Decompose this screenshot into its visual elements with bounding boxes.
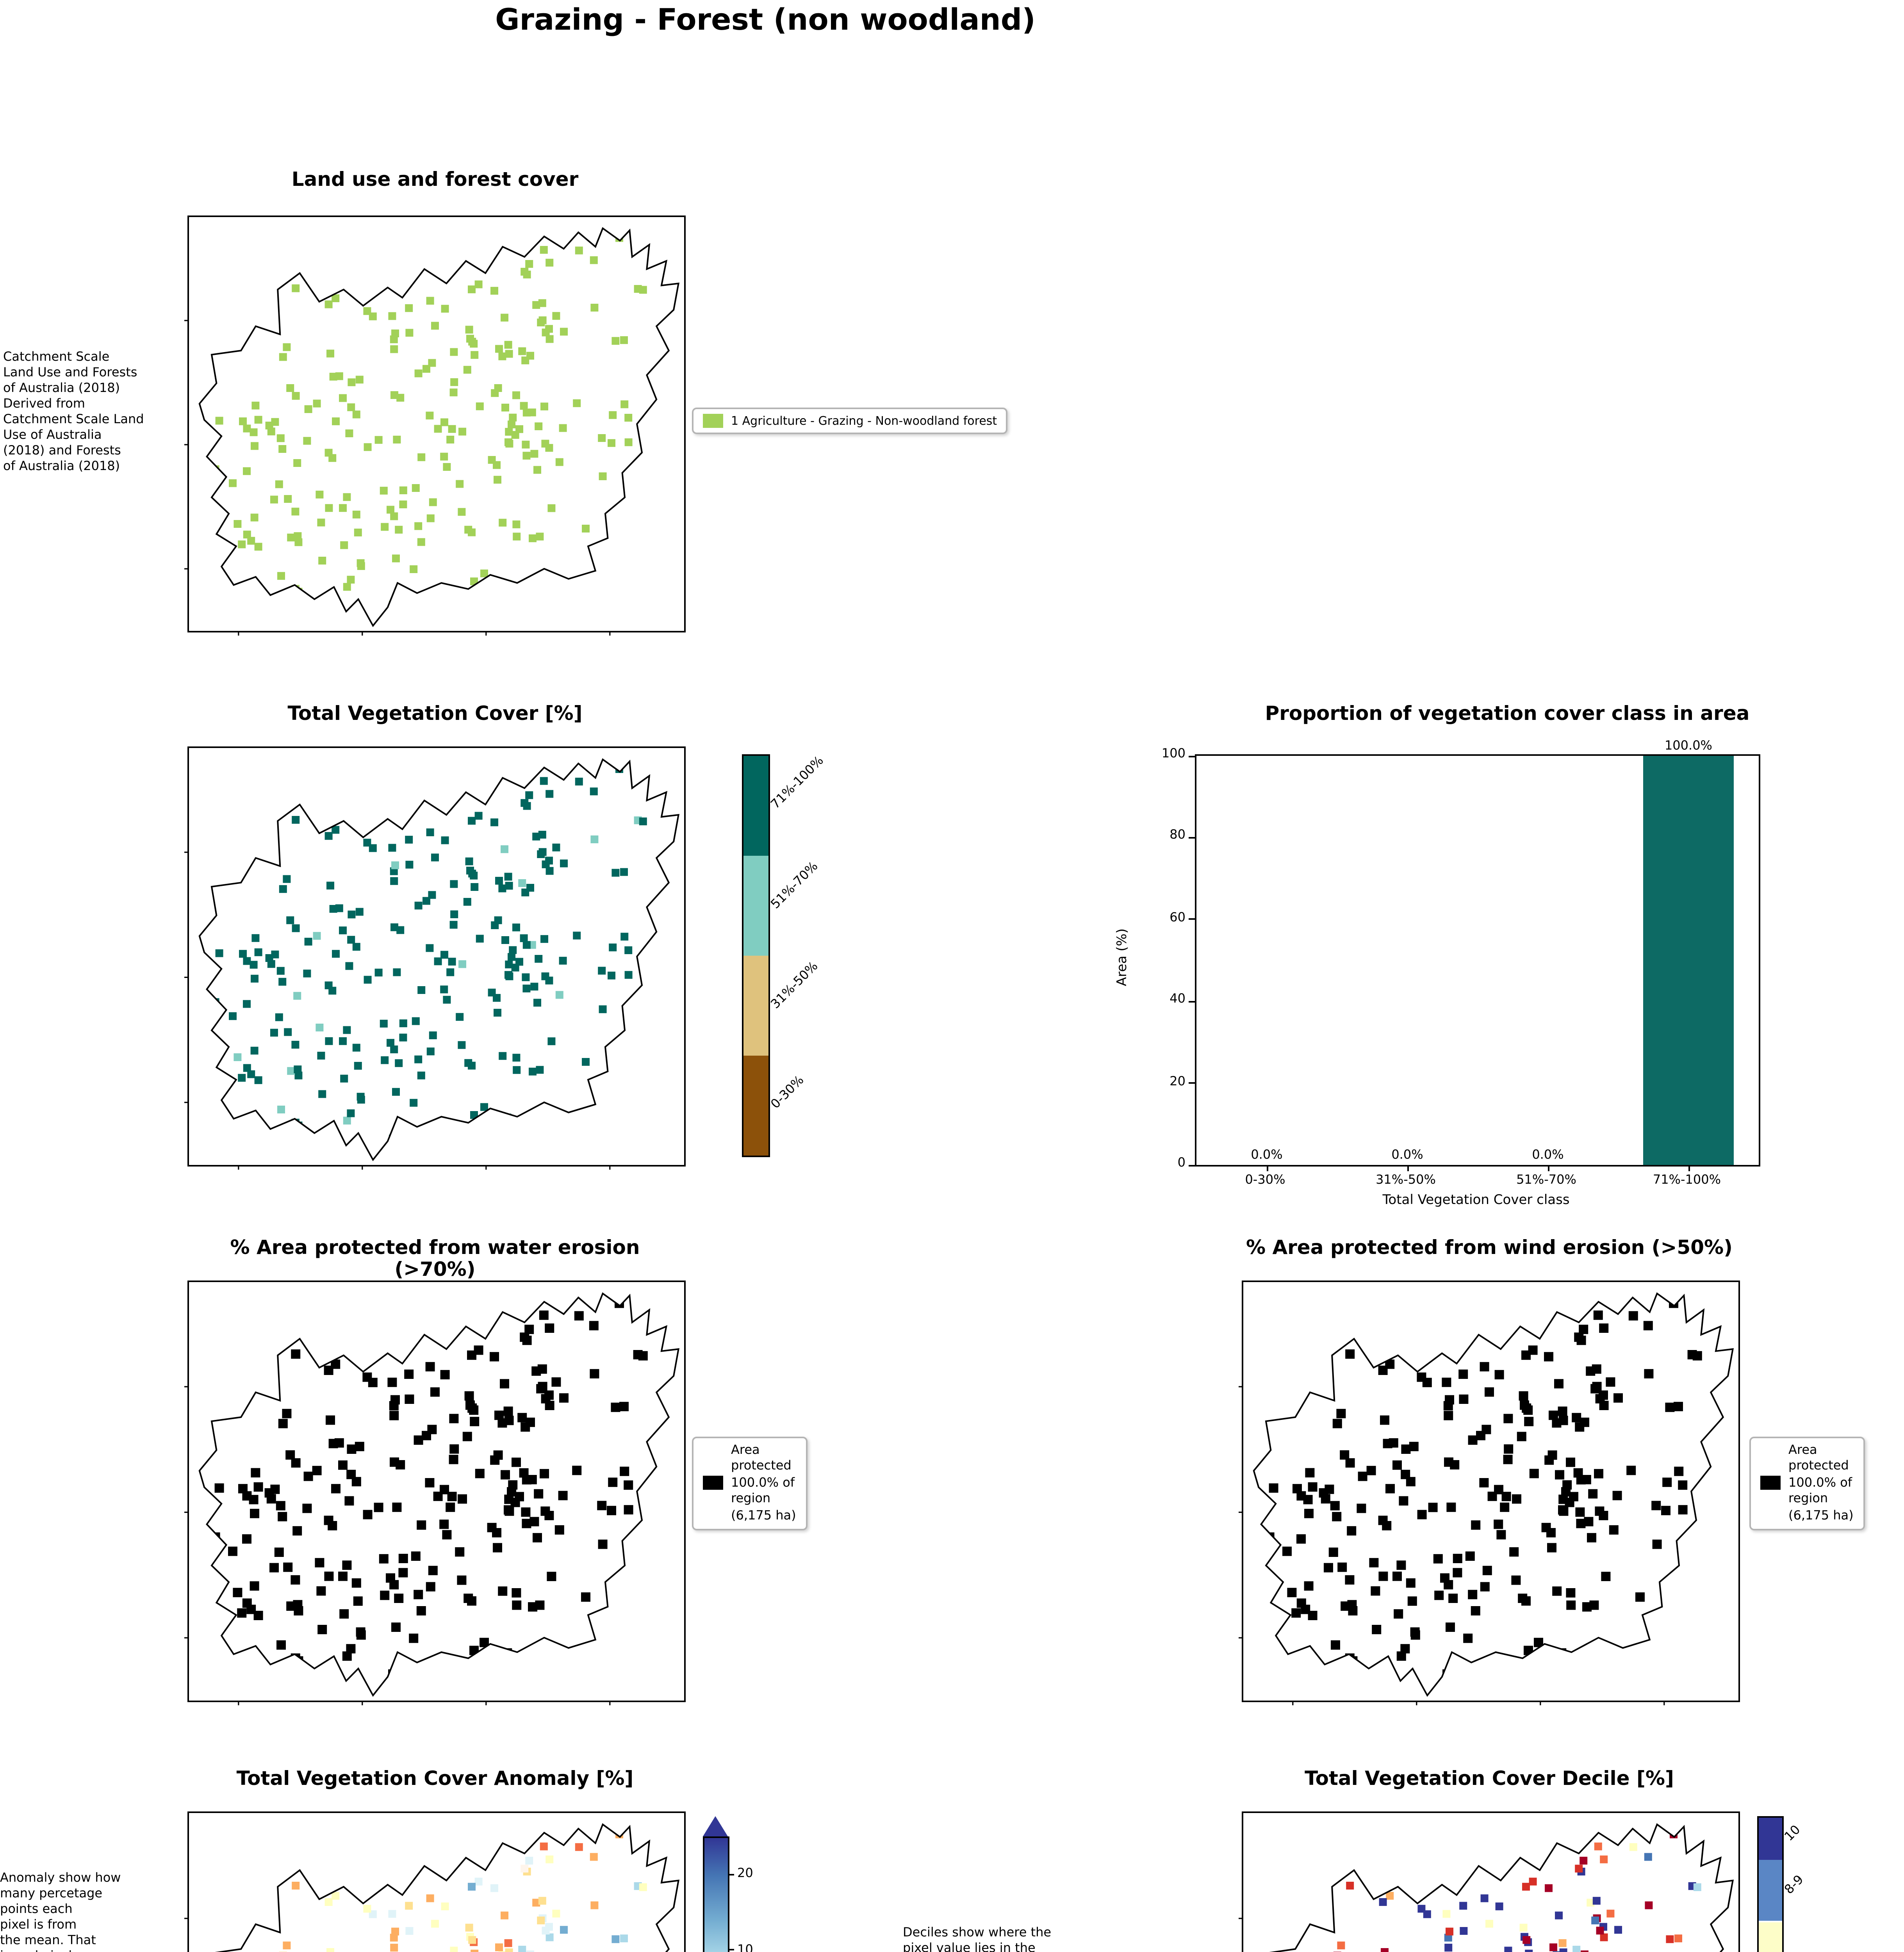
- bar-value-label: 0.0%: [1251, 1148, 1283, 1162]
- map-pixels: [1265, 1830, 1715, 1952]
- decile-map: [1239, 1811, 1740, 1952]
- decile-colorbar: 108-94-72-31: [1757, 1816, 1806, 1952]
- wind-erosion-map: [1239, 1281, 1740, 1705]
- y-tick: [1189, 1164, 1196, 1166]
- wind-erosion-title: % Area protected from wind erosion (>50%…: [1246, 1235, 1733, 1259]
- x-tick-label: 51%-70%: [1516, 1173, 1576, 1187]
- colorbar-segment: [1759, 1922, 1782, 1952]
- anomaly-colorbar-top-arrow: [703, 1816, 728, 1836]
- x-tick: [1266, 1165, 1268, 1171]
- water-legend-swatch: [703, 1476, 723, 1491]
- anomaly-colorbar-gradient: [703, 1836, 729, 1952]
- landuse-legend: 1 Agriculture - Grazing - Non-woodland f…: [692, 408, 1008, 434]
- catchment-outline: [198, 758, 680, 1161]
- x-tick: [1547, 1165, 1549, 1171]
- y-tick-label: 40: [1169, 992, 1186, 1006]
- x-tick-label: 0-30%: [1245, 1173, 1285, 1187]
- colorbar-segment-label: 31%-50%: [768, 959, 821, 1012]
- anomaly-map: [184, 1811, 686, 1952]
- wind-legend-swatch: [1760, 1476, 1781, 1491]
- colorbar-segment-label: 8-9: [1782, 1872, 1806, 1896]
- catchment-outline: [198, 1292, 680, 1697]
- decile-title: Total Vegetation Cover Decile [%]: [1305, 1766, 1674, 1790]
- water-erosion-map: [184, 1281, 686, 1705]
- y-tick: [1189, 1001, 1196, 1002]
- colorbar-tick: [729, 1949, 734, 1950]
- anomaly-colorbar: 20100−10−20: [703, 1816, 753, 1952]
- y-tick-label: 60: [1169, 910, 1186, 924]
- catchment-outline: [1253, 1292, 1734, 1697]
- y-tick-label: 80: [1169, 828, 1186, 842]
- proportion-bar-chart: 0.0% 0.0% 0.0% 100.0% 0 20 40 60 80 100 0-30% 31%-…: [1101, 739, 1851, 1238]
- colorbar-segment-label: 0-30%: [768, 1073, 807, 1111]
- landuse-map: [184, 216, 686, 636]
- landuse-title: Land use and forest cover: [291, 167, 579, 191]
- y-tick-label: 100: [1161, 746, 1186, 760]
- colorbar-tick-label: 10: [737, 1942, 753, 1952]
- y-tick: [1189, 1082, 1196, 1084]
- page-title: Grazing - Forest (non woodland): [495, 3, 1036, 37]
- bar-value-label: 0.0%: [1532, 1148, 1564, 1162]
- x-tick: [1407, 1165, 1408, 1171]
- catchment-outline: [215, 1823, 680, 1952]
- y-axis-label: Area (%): [1115, 928, 1131, 986]
- y-tick-label: 0: [1177, 1156, 1186, 1170]
- colorbar-tick: [729, 1874, 734, 1875]
- y-tick: [1189, 919, 1196, 920]
- y-tick: [1189, 837, 1196, 839]
- wind-legend-label: Area protected 100.0% of region (6,175 h…: [1788, 1443, 1854, 1522]
- colorbar-segment: [1759, 1859, 1782, 1922]
- wind-erosion-legend: Area protected 100.0% of region (6,175 h…: [1749, 1437, 1865, 1530]
- x-tick: [1688, 1165, 1689, 1171]
- catchment-outline: [198, 227, 680, 627]
- water-legend-label: Area protected 100.0% of region (6,175 h…: [731, 1443, 796, 1522]
- x-tick-label: 31%-50%: [1376, 1173, 1436, 1187]
- bar-chart-plot-area: 0.0% 0.0% 0.0% 100.0%: [1189, 739, 1760, 1171]
- water-erosion-title: % Area protected from water erosion (>70…: [230, 1235, 640, 1280]
- bar-value-label: 100.0%: [1664, 739, 1712, 753]
- x-axis-label: Total Vegetation Cover class: [1382, 1193, 1570, 1209]
- bar: [1643, 756, 1734, 1165]
- y-tick-label: 20: [1169, 1074, 1186, 1088]
- colorbar-segment: [743, 1056, 768, 1156]
- colorbar-segment: [743, 856, 768, 956]
- landuse-side-text: Catchment Scale Land Use and Forests of …: [3, 350, 144, 473]
- vegcover-map: [184, 746, 686, 1170]
- colorbar-segment-label: 71%-100%: [768, 753, 826, 812]
- catchment-outline: [1269, 1823, 1734, 1952]
- y-tick: [1189, 755, 1196, 757]
- x-tick-label: 71%-100%: [1653, 1173, 1721, 1187]
- vegcover-colorbar: 71%-100% 51%-70% 31%-50% 0-30%: [742, 753, 826, 1157]
- colorbar-segment: [1759, 1818, 1782, 1859]
- colorbar-segment-label: 10: [1782, 1823, 1803, 1844]
- landuse-legend-swatch: [703, 414, 723, 428]
- colorbar-segment-label: 51%-70%: [768, 859, 821, 912]
- map-pixels: [211, 1830, 661, 1952]
- anomaly-side-text: Anomaly show how many percetage points e…: [0, 1871, 121, 1952]
- vegcover-title: Total Vegetation Cover [%]: [287, 701, 583, 725]
- bar-value-label: 0.0%: [1391, 1148, 1423, 1162]
- decile-side-text: Deciles show where the pixel value lies …: [903, 1925, 1052, 1952]
- colorbar-segment: [743, 756, 768, 856]
- colorbar-tick-label: 20: [737, 1866, 753, 1881]
- landuse-legend-label: 1 Agriculture - Grazing - Non-woodland f…: [731, 414, 997, 428]
- proportion-chart-title: Proportion of vegetation cover class in …: [1265, 701, 1750, 725]
- water-erosion-legend: Area protected 100.0% of region (6,175 h…: [692, 1437, 807, 1530]
- colorbar-segment: [743, 956, 768, 1056]
- anomaly-title: Total Vegetation Cover Anomaly [%]: [236, 1766, 634, 1790]
